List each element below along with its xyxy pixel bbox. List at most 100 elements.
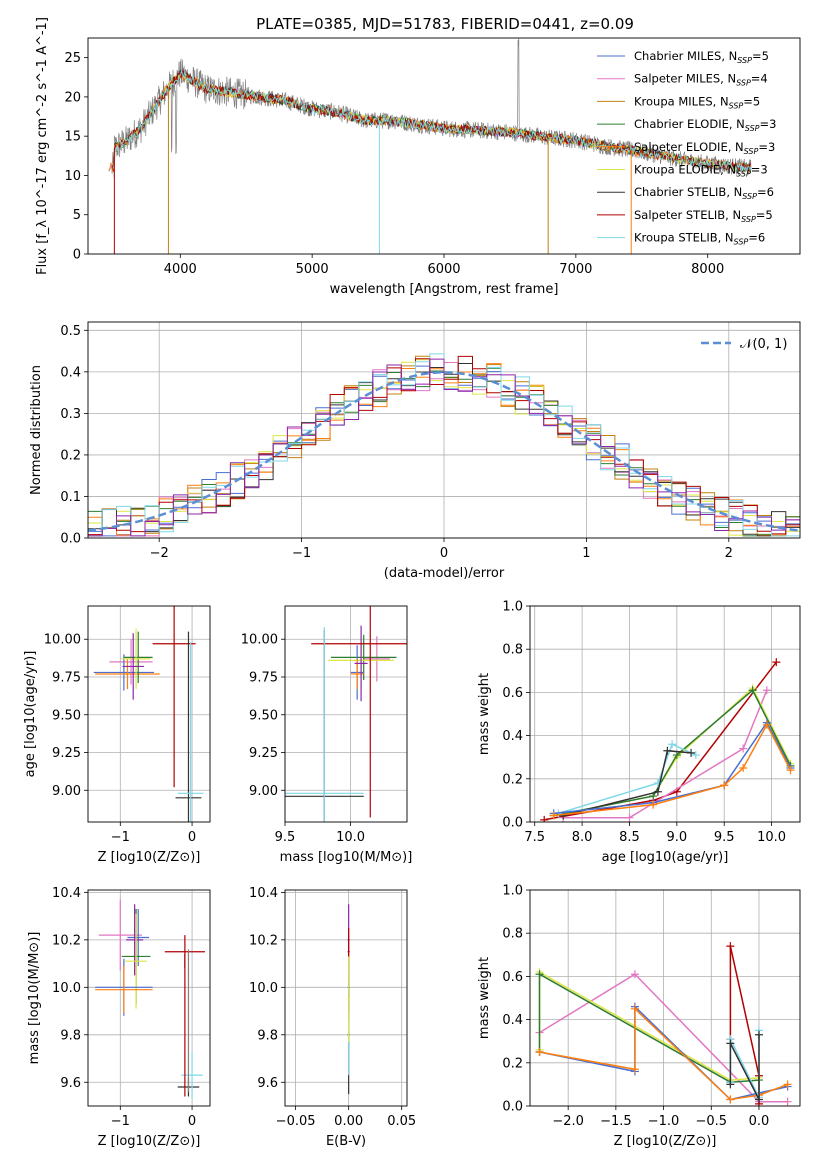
y-tick-label: 10.2 xyxy=(249,933,278,948)
y-axis-label: mass [log10(M/M⊙)] xyxy=(27,932,42,1065)
legend-label: Salpeter STELIB, NSSP=5 xyxy=(634,208,773,224)
y-tick-label: 0.0 xyxy=(502,816,523,831)
legend-subscript: SSP xyxy=(736,170,751,179)
weight-marker xyxy=(726,1095,735,1104)
y-tick-label: 9.6 xyxy=(60,1076,81,1091)
y-axis-label: mass weight xyxy=(477,957,492,1039)
weight-line xyxy=(563,749,692,817)
weight-marker xyxy=(687,748,696,757)
mass-vs-Z-panel: −1 0 9.6 9.8 10.0 10.2 10.4 Z [log10(Z/Z⊙)] mass… xyxy=(27,886,211,1149)
legend-value: =4 xyxy=(751,72,768,86)
legend-label: Salpeter ELODIE, NSSP=3 xyxy=(634,140,775,156)
spectrum-panel: 4000 5000 6000 7000 8000 0 5 10 15 20 25 wavelength… xyxy=(35,17,801,297)
weight-line xyxy=(563,689,768,819)
weight-marker xyxy=(535,970,544,979)
x-tick-label: 8.5 xyxy=(619,830,640,845)
y-tick-label: 15 xyxy=(64,130,81,145)
y-tick-label: 25 xyxy=(64,51,81,66)
axes-frame xyxy=(87,889,211,1107)
y-tick-label: 9.8 xyxy=(60,1028,81,1043)
weight-marker xyxy=(754,1030,763,1039)
gaussian-curve xyxy=(88,371,800,532)
weight-marker xyxy=(748,686,757,695)
weight-marker xyxy=(649,800,658,809)
y-tick-label: 0.6 xyxy=(502,970,523,985)
y-tick-label: 0.2 xyxy=(60,448,81,463)
legend-subscript: SSP xyxy=(742,192,757,201)
y-tick-label: 10.00 xyxy=(44,633,81,648)
legend-value: =6 xyxy=(748,231,765,245)
x-axis-label: wavelength [Angstrom, rest frame] xyxy=(330,282,559,297)
weight-marker xyxy=(653,787,662,796)
mass-vs-EBV-marks xyxy=(347,904,350,1095)
y-tick-label: 0.2 xyxy=(502,772,523,787)
x-tick-label: 10.0 xyxy=(757,830,786,845)
legend-label: Kroupa ELODIE, NSSP=3 xyxy=(634,163,768,179)
weight-line xyxy=(553,723,792,817)
mass-vs-Z-marks xyxy=(95,899,205,1099)
x-tick-label: 7000 xyxy=(559,262,592,277)
axes-frame xyxy=(284,889,408,1107)
weight-marker xyxy=(630,1065,639,1074)
weight-marker xyxy=(663,746,672,755)
y-axis-label: mass weight xyxy=(477,673,492,755)
weight-line xyxy=(539,1007,788,1101)
residual-histogram xyxy=(88,358,800,537)
y-tick-label: 10.4 xyxy=(249,886,278,901)
y-tick-label: 9.25 xyxy=(52,746,81,761)
age-vs-Z-panel: −1 0 9.00 9.25 9.50 9.75 10.00 Z [log10(Z/Z⊙)] a… xyxy=(23,605,211,865)
legend-value: =5 xyxy=(743,94,760,108)
x-tick-label: −0.05 xyxy=(276,1114,316,1129)
axes-frame xyxy=(87,605,211,823)
x-axis-label: (data-model)/error xyxy=(384,566,505,581)
legend-label: Kroupa STELIB, NSSP=6 xyxy=(634,231,765,247)
x-tick-label: 10.0 xyxy=(336,830,365,845)
figure-title: PLATE=0385, MJD=51783, FIBERID=0441, z=0… xyxy=(256,15,634,33)
y-tick-label: 9.25 xyxy=(249,746,278,761)
legend-label: Chabrier STELIB, NSSP=6 xyxy=(634,185,774,201)
weight-marker xyxy=(726,1080,735,1089)
weight-marker xyxy=(754,1095,763,1104)
y-tick-label: 0.2 xyxy=(502,1056,523,1071)
x-tick-label: 0 xyxy=(188,1114,196,1129)
y-tick-label: 10.0 xyxy=(249,981,278,996)
legend-subscript: SSP xyxy=(736,79,751,88)
x-tick-label: 0.00 xyxy=(334,1114,363,1129)
legend-label: Kroupa MILES, NSSP=5 xyxy=(634,94,760,110)
y-tick-label: 9.00 xyxy=(52,784,81,799)
y-tick-label: 0.5 xyxy=(60,324,81,339)
y-tick-label: 0.3 xyxy=(60,407,81,422)
y-tick-label: 1.0 xyxy=(502,884,523,899)
y-tick-label: 0.1 xyxy=(60,490,81,505)
y-tick-label: 10.2 xyxy=(52,933,81,948)
age-vs-mass-marks xyxy=(285,606,407,822)
x-tick-label: −0.5 xyxy=(695,1114,727,1129)
y-axis-label: Normed distribution xyxy=(29,365,44,495)
weight-line xyxy=(729,1034,760,1100)
y-tick-label: 20 xyxy=(64,90,81,105)
x-tick-label: −2 xyxy=(150,546,169,561)
weight-marker xyxy=(726,1039,735,1048)
x-axis-label: Z [log10(Z/Z⊙)] xyxy=(98,850,201,865)
y-tick-label: 9.8 xyxy=(257,1028,278,1043)
y-tick-label: 0.6 xyxy=(502,686,523,701)
x-tick-label: −2.0 xyxy=(552,1114,584,1129)
weight-marker xyxy=(672,751,681,760)
legend-subscript: SSP xyxy=(744,147,759,156)
weight-marker xyxy=(726,942,735,951)
y-tick-label: 0.4 xyxy=(502,1013,523,1028)
y-tick-label: 10.0 xyxy=(52,981,81,996)
x-tick-label: −1 xyxy=(292,546,311,561)
weight-vs-Z-panel: −2.0 −1.5 −1.0 −0.5 0.0 0.0 0.2 0.4 0.6 0.8 1.0 Z [… xyxy=(477,884,801,1149)
x-tick-label: 8000 xyxy=(691,262,724,277)
x-tick-label: −1.0 xyxy=(648,1114,680,1129)
legend-value: =3 xyxy=(760,117,777,131)
y-tick-label: 10 xyxy=(64,169,81,184)
weight-marker xyxy=(783,1080,792,1089)
x-axis-label: age [log10(age/yr)] xyxy=(602,850,729,865)
weight-marker xyxy=(630,970,639,979)
legend-label: Chabrier ELODIE, NSSP=3 xyxy=(634,117,776,133)
y-tick-label: 9.50 xyxy=(249,708,278,723)
age-vs-Z-marks xyxy=(93,606,204,822)
x-tick-label: −1.5 xyxy=(600,1114,632,1129)
